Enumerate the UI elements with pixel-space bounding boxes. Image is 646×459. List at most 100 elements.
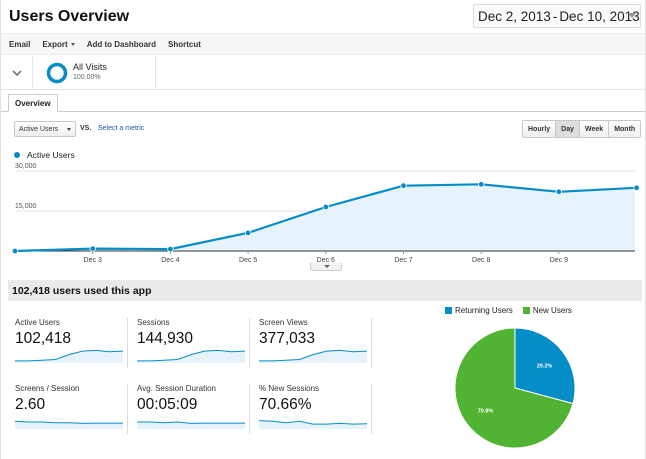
chevron-down-icon: [67, 128, 71, 131]
email-button[interactable]: Email: [9, 39, 31, 49]
legend-dot: [14, 152, 20, 158]
kpi-value: 2.60: [15, 396, 46, 413]
data-point-dec-7[interactable]: [400, 182, 407, 189]
report-toolbar: Email Export Add to Dashboard Shortcut: [1, 33, 645, 55]
sparkline-line: [15, 420, 123, 424]
tab-bar: Overview: [1, 94, 645, 112]
pie-legend-item: Returning Users: [445, 306, 513, 315]
sparkline-line: [137, 349, 245, 362]
data-point-dec-3[interactable]: [89, 245, 96, 252]
kpi-value: 144,930: [137, 330, 194, 347]
date-start: Dec 2, 2013: [478, 8, 551, 24]
date-range-picker[interactable]: Dec 2, 2013 - Dec 10, 2013: [473, 4, 641, 28]
kpi-value: 102,418: [15, 330, 72, 347]
segment-percent: 100.00%: [73, 74, 101, 81]
pie-slice-label: 29.2%: [537, 363, 553, 369]
segment-ring-icon: [46, 62, 68, 84]
kpi-screen-views[interactable]: Screen Views 377,033: [259, 318, 372, 368]
add-to-dashboard-button[interactable]: Add to Dashboard: [86, 39, 157, 49]
sparkline-line: [15, 349, 123, 362]
granularity-week[interactable]: Week: [580, 121, 610, 137]
vs-label: VS.: [80, 125, 92, 132]
x-tick-label: Dec 7: [394, 257, 412, 264]
date-separator: -: [552, 8, 558, 24]
legend-swatch: [445, 307, 452, 314]
legend-label: Active Users: [27, 150, 75, 160]
metric-select[interactable]: Active Users: [14, 121, 76, 137]
data-point-dec-8[interactable]: [478, 181, 485, 188]
sparkline-line: [259, 420, 367, 425]
sparkline-area: [15, 350, 123, 363]
kpi-active-users[interactable]: Active Users 102,418: [15, 318, 128, 368]
data-point-dec-2[interactable]: [11, 247, 19, 255]
pie-legend: Returning Users New Users: [445, 306, 582, 315]
kpi-label: Screen Views: [259, 318, 308, 327]
x-tick-label: Dec 6: [317, 257, 335, 264]
sparkline-area: [259, 350, 367, 363]
kpi-label: Screens / Session: [15, 384, 80, 393]
granularity-toggle: Hourly Day Week Month: [522, 120, 642, 138]
pie-slice-returning-users[interactable]: [514, 327, 576, 405]
sparkline-area: [137, 422, 245, 429]
data-point-dec-5[interactable]: [244, 229, 252, 237]
page-title: Users Overview: [9, 8, 130, 25]
x-tick-label: Dec 8: [472, 257, 490, 264]
data-point-dec-10[interactable]: [633, 184, 640, 191]
select-metric-link[interactable]: Select a metric: [98, 125, 145, 132]
y-tick-label: 15,000: [15, 203, 37, 210]
segment-toggle[interactable]: [1, 56, 33, 90]
chevron-down-icon: [11, 70, 22, 77]
chevron-down-icon: [324, 265, 330, 268]
kpi-avg-session-duration[interactable]: Avg. Session Duration 00:05:09: [137, 384, 250, 434]
y-tick-label: 30,000: [15, 163, 37, 170]
legend-swatch: [522, 307, 530, 314]
data-point-dec-9[interactable]: [555, 188, 563, 195]
pie-slice-label: 70.8%: [478, 409, 494, 415]
pie-slice-new-users[interactable]: [454, 327, 574, 449]
kpi-sparkline: [137, 349, 245, 363]
chart-legend: Active Users: [14, 150, 75, 160]
sparkline-line: [137, 421, 245, 424]
chart-collapse-handle[interactable]: [310, 263, 342, 271]
kpi-sparkline: [259, 349, 367, 363]
kpi-sparkline: [15, 349, 123, 363]
kpi-sparkline: [259, 420, 367, 429]
segment-card[interactable]: All Visits 100.00%: [34, 56, 156, 90]
segment-name: All Visits: [73, 62, 107, 72]
kpi-sparkline: [15, 420, 123, 429]
metric-select-value: Active Users: [19, 125, 59, 133]
pie-legend-label: New Users: [532, 306, 572, 315]
sparkline-area: [137, 350, 245, 363]
series-line: [14, 183, 637, 253]
kpi-screens-session[interactable]: Screens / Session 2.60: [15, 384, 128, 434]
x-tick-label: Dec 5: [239, 257, 257, 264]
chevron-down-icon: [628, 13, 636, 18]
data-point-dec-6[interactable]: [322, 203, 329, 211]
kpi-label: Avg. Session Duration: [137, 384, 217, 393]
export-button[interactable]: Export: [42, 39, 75, 49]
date-end: Dec 10, 2013: [559, 8, 640, 24]
granularity-hourly[interactable]: Hourly: [523, 121, 557, 137]
series-area: [15, 184, 637, 251]
x-tick-label: Dec 3: [84, 257, 102, 264]
kpi-value: 00:05:09: [137, 396, 198, 413]
chevron-down-icon: [70, 42, 75, 46]
granularity-month[interactable]: Month: [609, 121, 641, 137]
kpi-sessions[interactable]: Sessions 144,930: [137, 318, 250, 368]
x-tick-label: Dec 9: [550, 257, 568, 264]
sparkline-line: [259, 349, 367, 362]
export-label: Export: [42, 39, 68, 49]
granularity-day[interactable]: Day: [556, 121, 581, 137]
kpi-value: 377,033: [259, 330, 316, 347]
summary-headline: 102,418 users used this app: [8, 280, 642, 301]
active-users-chart: 30,000 15,000 Dec 3 Dec 4 Dec 5 Dec 6 Dec 7 Dec…: [11, 163, 640, 264]
shortcut-button[interactable]: Shortcut: [168, 39, 201, 49]
pie-legend-label: Returning Users: [455, 306, 513, 315]
kpi-sparkline: [137, 421, 245, 429]
user-type-pie-chart: 29.2% 70.8%: [454, 327, 576, 449]
kpi-label: Sessions: [137, 318, 170, 327]
segment-row: All Visits 100.00%: [1, 56, 645, 90]
tab-overview[interactable]: Overview: [8, 94, 58, 112]
kpi--new-sessions[interactable]: % New Sessions 70.66%: [259, 384, 372, 434]
